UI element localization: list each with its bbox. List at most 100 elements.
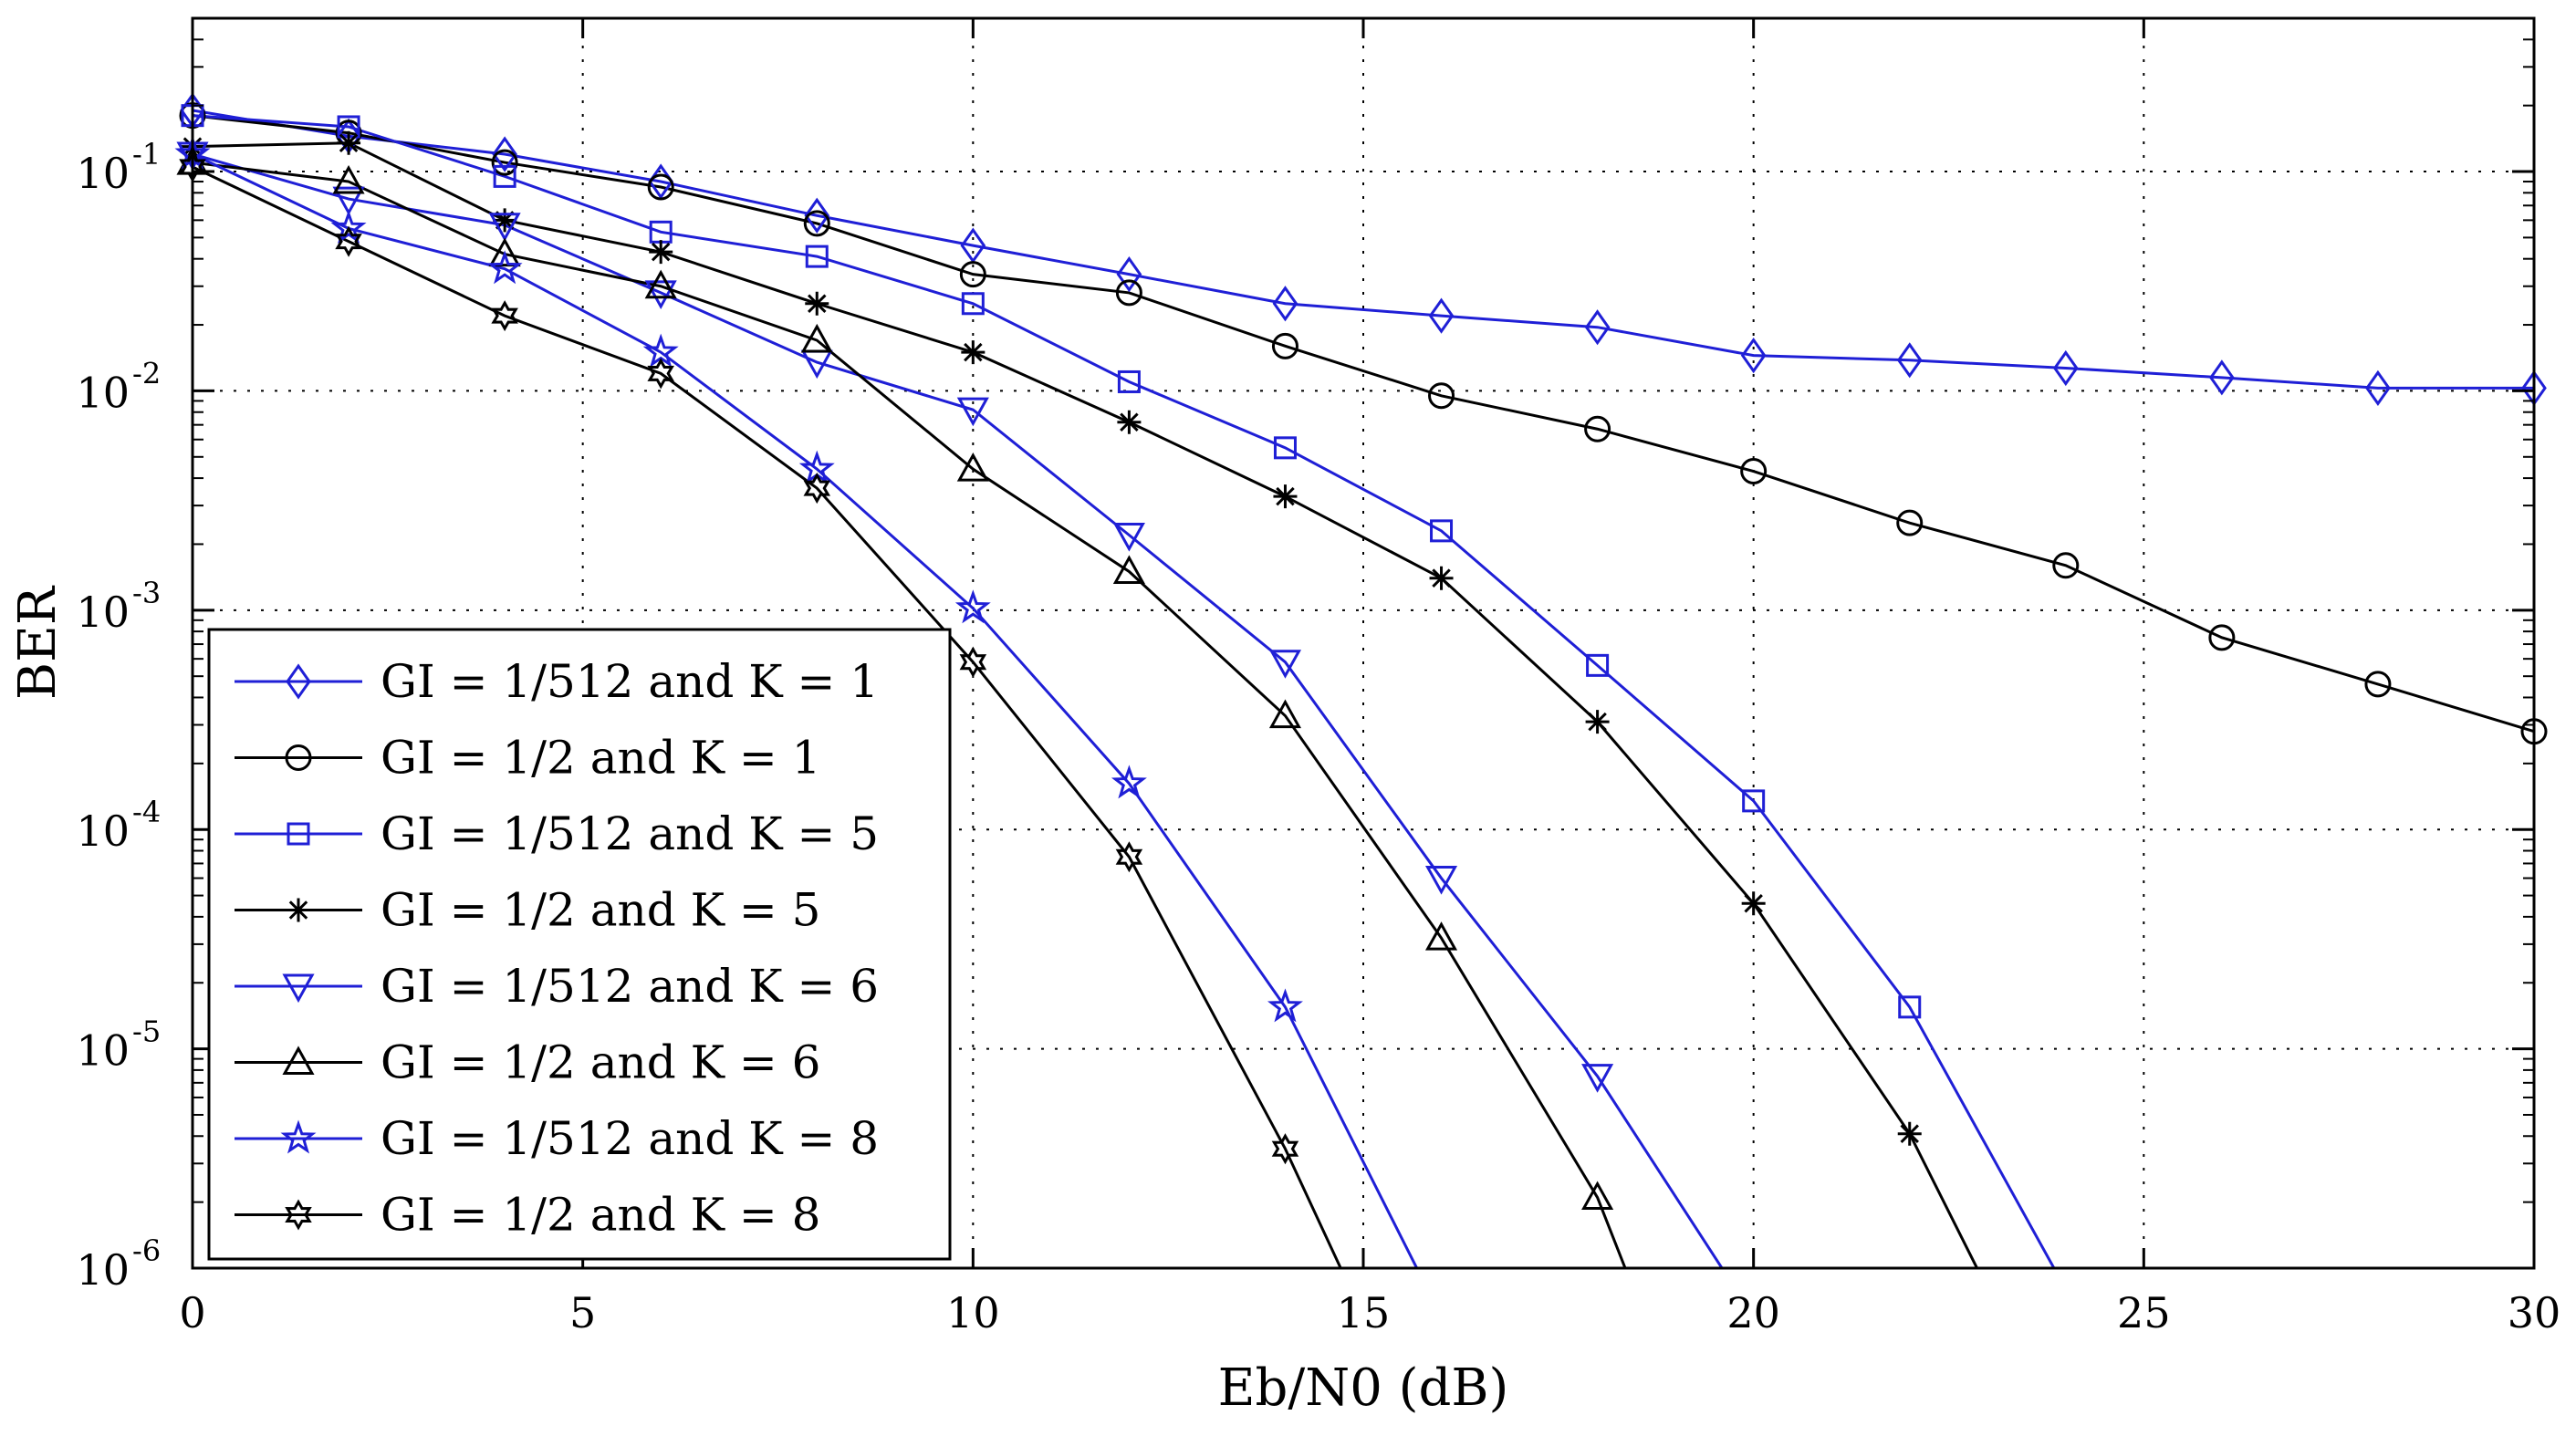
legend: GI = 1/512 and K = 1 GI = 1/2 and K = 1 GI… bbox=[207, 628, 952, 1261]
x-tick-label: 0 bbox=[179, 1288, 205, 1337]
data-point-series-4 bbox=[1741, 891, 1766, 916]
data-point-series-8 bbox=[959, 646, 987, 678]
legend-marker-2 bbox=[285, 744, 312, 771]
x-tick-label: 10 bbox=[946, 1288, 1000, 1337]
data-point-series-4 bbox=[1585, 710, 1610, 734]
data-point-series-3 bbox=[1430, 519, 1454, 543]
data-point-series-5 bbox=[332, 186, 365, 216]
data-point-series-5 bbox=[1268, 650, 1302, 679]
data-point-series-3 bbox=[961, 292, 985, 316]
series-line-3 bbox=[193, 114, 2056, 1268]
y-tick-exponent: -6 bbox=[132, 1233, 161, 1268]
data-point-series-1 bbox=[2365, 369, 2391, 406]
data-point-series-1 bbox=[2209, 359, 2235, 396]
y-axis-title: BER bbox=[8, 585, 68, 700]
y-tick-label: 10 bbox=[76, 368, 130, 417]
x-tick-label: 5 bbox=[569, 1288, 596, 1337]
data-point-series-1 bbox=[804, 197, 830, 234]
data-point-series-6 bbox=[644, 269, 677, 299]
data-point-series-5 bbox=[1424, 866, 1458, 895]
data-point-series-6 bbox=[332, 164, 365, 194]
data-point-series-3 bbox=[1586, 653, 1610, 677]
data-point-series-6 bbox=[1112, 555, 1145, 584]
x-axis-title: Eb/N0 (dB) bbox=[1218, 1358, 1509, 1418]
data-point-series-4 bbox=[1897, 1121, 1922, 1146]
data-point-series-6 bbox=[1581, 1181, 1614, 1211]
data-point-series-3 bbox=[1273, 436, 1297, 460]
data-point-series-4 bbox=[1117, 410, 1142, 434]
data-point-series-2 bbox=[2364, 671, 2392, 698]
legend-marker-8 bbox=[285, 1199, 312, 1231]
legend-label-2: GI = 1/2 and K = 1 bbox=[381, 732, 821, 785]
data-point-series-3 bbox=[1898, 995, 1922, 1019]
legend-label-5: GI = 1/512 and K = 6 bbox=[381, 960, 879, 1013]
x-tick-label: 25 bbox=[2117, 1288, 2171, 1337]
data-point-series-4 bbox=[649, 240, 673, 265]
y-tick-exponent: -2 bbox=[132, 356, 161, 390]
legend-label-8: GI = 1/2 and K = 8 bbox=[381, 1189, 821, 1242]
legend-label-6: GI = 1/2 and K = 6 bbox=[381, 1036, 821, 1089]
y-tick-label: 10 bbox=[76, 1026, 130, 1076]
series-line-7 bbox=[193, 152, 1419, 1268]
y-tick-label: 10 bbox=[76, 149, 130, 198]
data-point-series-2 bbox=[1115, 279, 1142, 307]
y-tick-exponent: -4 bbox=[132, 795, 161, 829]
series-line-2 bbox=[193, 114, 2534, 734]
data-point-series-6 bbox=[1424, 921, 1458, 951]
y-tick-exponent: -5 bbox=[132, 1015, 161, 1049]
data-point-series-1 bbox=[1272, 286, 1298, 322]
data-point-series-3 bbox=[1742, 789, 1766, 813]
series-line-8 bbox=[193, 165, 1342, 1268]
x-tick-label: 30 bbox=[2508, 1288, 2561, 1337]
series-line-1 bbox=[193, 109, 2534, 390]
data-point-series-4 bbox=[805, 291, 829, 316]
data-point-series-1 bbox=[960, 227, 986, 264]
data-point-series-2 bbox=[491, 149, 518, 176]
data-point-series-4 bbox=[493, 208, 517, 233]
data-point-series-5 bbox=[1112, 523, 1145, 552]
y-tick-label: 10 bbox=[76, 1245, 130, 1295]
data-point-series-1 bbox=[1116, 256, 1142, 293]
legend-marker-1 bbox=[286, 663, 311, 700]
data-point-series-5 bbox=[956, 397, 989, 427]
legend-label-4: GI = 1/2 and K = 5 bbox=[381, 884, 821, 937]
data-point-series-6 bbox=[488, 237, 521, 267]
data-point-series-6 bbox=[956, 453, 989, 482]
data-point-series-3 bbox=[1117, 369, 1141, 393]
data-point-series-8 bbox=[803, 473, 831, 505]
data-point-series-1 bbox=[2052, 349, 2079, 387]
data-point-series-4 bbox=[961, 340, 986, 365]
data-point-series-2 bbox=[1896, 509, 1924, 536]
data-point-series-8 bbox=[1271, 1133, 1299, 1165]
data-point-series-2 bbox=[1271, 332, 1298, 359]
data-point-series-5 bbox=[1581, 1064, 1614, 1093]
data-point-series-4 bbox=[1273, 484, 1298, 509]
data-point-series-8 bbox=[491, 300, 518, 332]
y-tick-label: 10 bbox=[76, 806, 130, 856]
data-point-series-3 bbox=[493, 164, 516, 188]
data-point-series-8 bbox=[1115, 841, 1143, 873]
legend-marker-6 bbox=[282, 1046, 315, 1075]
data-point-series-2 bbox=[2052, 552, 2080, 579]
data-point-series-2 bbox=[1740, 458, 1768, 485]
legend-marker-5 bbox=[282, 973, 315, 1004]
data-point-series-1 bbox=[1896, 342, 1923, 379]
series-line-6 bbox=[193, 161, 1627, 1268]
legend-label-7: GI = 1/512 and K = 8 bbox=[381, 1112, 879, 1165]
data-point-series-1 bbox=[1740, 338, 1767, 374]
data-point-series-4 bbox=[337, 130, 361, 155]
legend-marker-4 bbox=[287, 898, 310, 922]
data-point-series-7 bbox=[1111, 765, 1147, 799]
data-point-series-4 bbox=[1429, 566, 1454, 590]
data-point-series-2 bbox=[2208, 624, 2236, 651]
series-line-5 bbox=[193, 152, 1724, 1268]
legend-marker-3 bbox=[287, 822, 310, 846]
legend-marker-7 bbox=[280, 1119, 317, 1154]
data-point-series-1 bbox=[1428, 297, 1455, 334]
data-point-series-7 bbox=[330, 209, 367, 245]
data-point-series-6 bbox=[1268, 699, 1302, 729]
data-point-series-7 bbox=[1267, 988, 1303, 1023]
data-point-series-7 bbox=[486, 250, 523, 285]
